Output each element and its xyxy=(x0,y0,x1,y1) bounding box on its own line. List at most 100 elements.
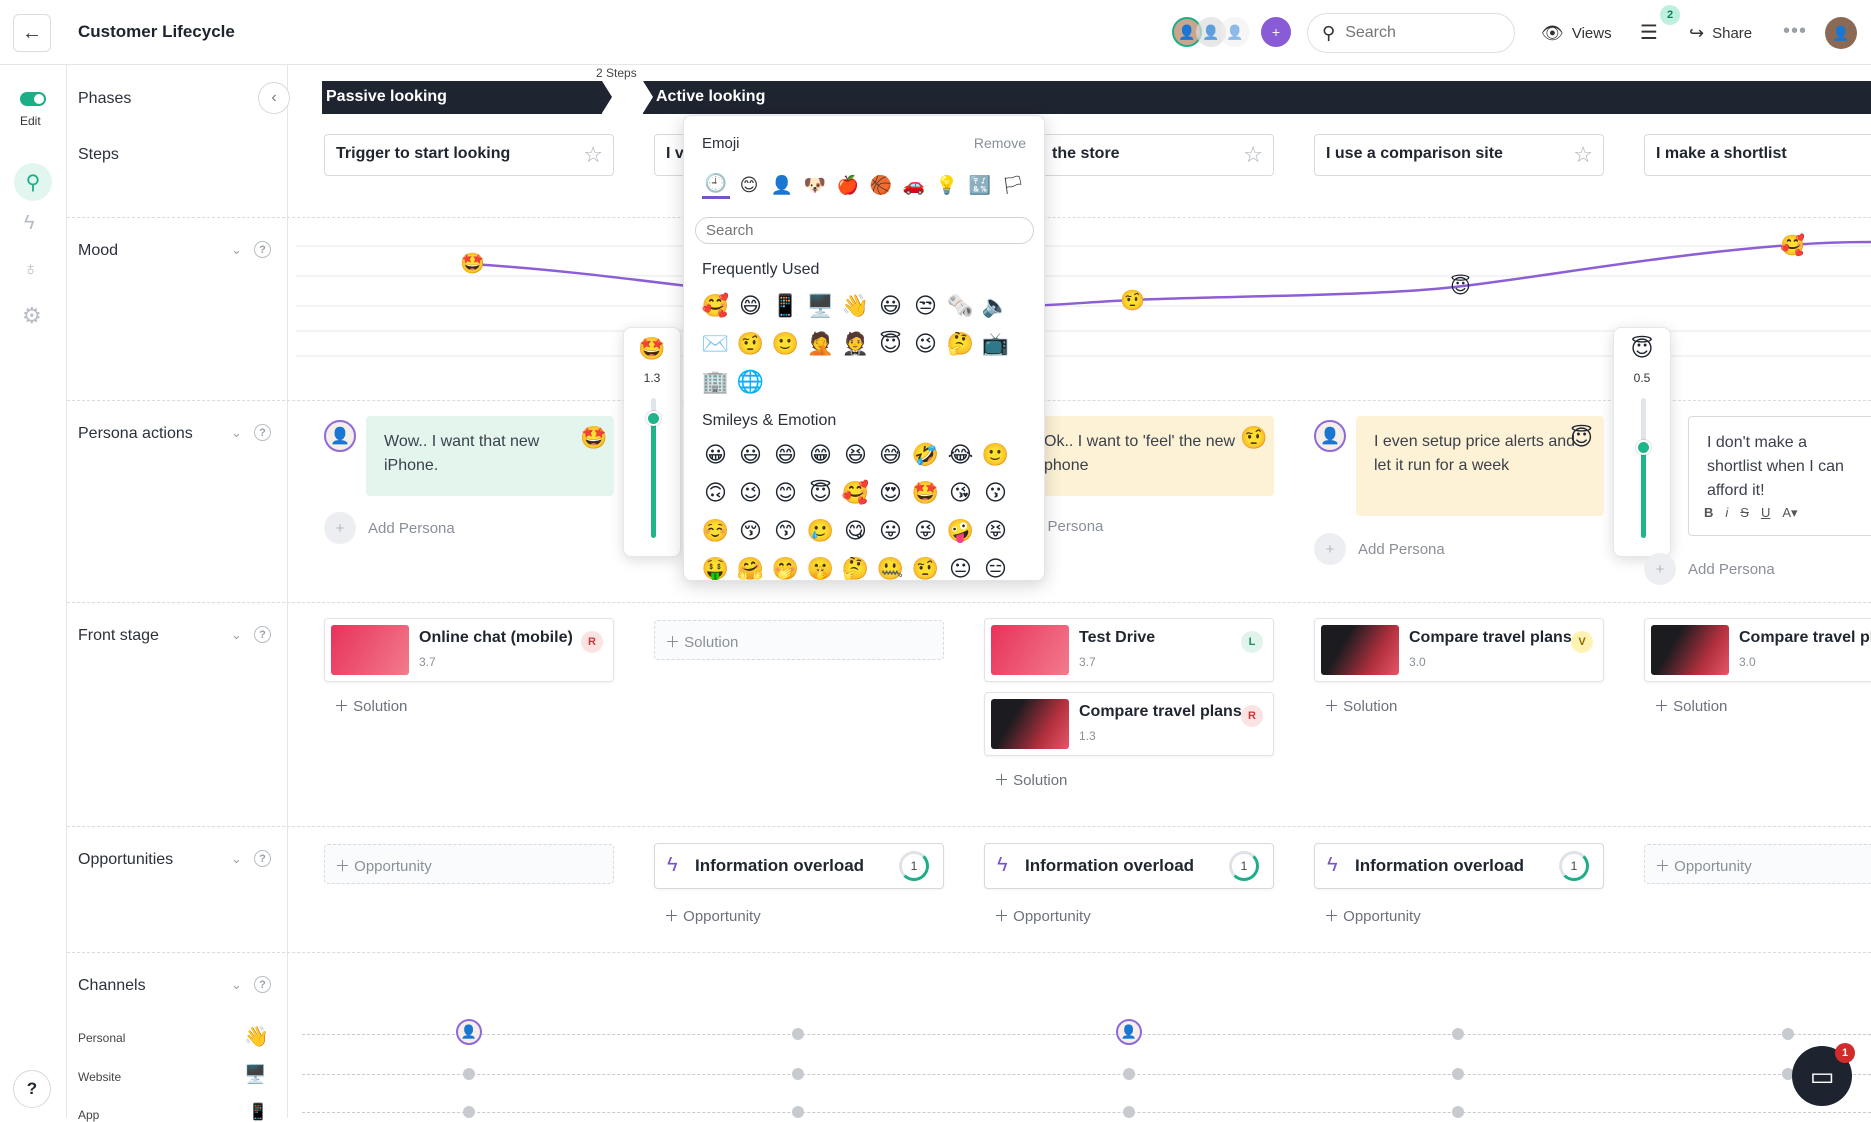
solution-card[interactable]: Test Drive 3.7 L xyxy=(984,618,1274,682)
emoji-option[interactable]: 😙 xyxy=(774,518,797,543)
emoji-option[interactable]: 🏢 xyxy=(701,369,730,394)
emoji-option[interactable]: 😑 xyxy=(984,556,1007,581)
mood-point[interactable]: 😇 xyxy=(1450,276,1471,298)
emoji-option[interactable]: 🤵 xyxy=(841,331,870,356)
emoji-option[interactable]: 😍 xyxy=(879,480,902,505)
font-size-button[interactable]: A▾ xyxy=(1782,505,1798,520)
emoji-option[interactable]: 🔈 xyxy=(981,293,1010,318)
emoji-option[interactable]: 😝 xyxy=(984,518,1007,543)
emoji-option[interactable]: 😆 xyxy=(844,442,867,467)
objects-icon[interactable]: 💡 xyxy=(935,174,959,195)
bubble-emoji[interactable]: 🤨 xyxy=(1240,425,1268,450)
underline-button[interactable]: U xyxy=(1760,505,1771,520)
emoji-option[interactable]: 😛 xyxy=(879,518,902,543)
add-persona-button[interactable]: + Add Persona xyxy=(1314,533,1445,565)
channel-touchpoint[interactable]: 👤 xyxy=(1116,1019,1142,1045)
mood-emoji[interactable]: 🤩 xyxy=(638,336,666,361)
flag-icon[interactable]: 🏳 xyxy=(1001,174,1025,195)
persona-action-editor[interactable]: I don't make a shortlist when I can affo… xyxy=(1688,416,1871,536)
emoji-option[interactable]: 🤔 xyxy=(946,331,975,356)
emoji-option[interactable]: 🤪 xyxy=(946,518,975,543)
solution-card[interactable]: Online chat (mobile) 3.7 R xyxy=(324,618,614,682)
more-options-icon[interactable]: ••• xyxy=(1783,20,1808,42)
persona-action-text[interactable]: I don't make a shortlist when I can affo… xyxy=(1707,434,1844,499)
mood-emoji[interactable]: 😇 xyxy=(1630,336,1654,361)
emoji-option[interactable]: 🤗 xyxy=(736,556,765,581)
help-icon[interactable]: ? xyxy=(254,626,271,643)
emoji-option[interactable]: 😃 xyxy=(739,442,762,467)
emoji-option[interactable]: 🌐 xyxy=(736,369,765,394)
add-solution-button[interactable]: ＋ Solution xyxy=(1324,698,1398,715)
emoji-option[interactable]: 🤨 xyxy=(911,556,940,581)
help-icon[interactable]: ? xyxy=(254,850,271,867)
channel-touchpoint[interactable] xyxy=(792,1068,804,1080)
persona-action-bubble[interactable]: Wow.. I want that new iPhone. xyxy=(366,416,614,496)
step-card[interactable]: I make a shortlist xyxy=(1644,134,1871,176)
search-box[interactable]: ⚲ xyxy=(1307,13,1515,53)
bold-button[interactable]: B xyxy=(1704,505,1714,520)
emoji-option[interactable]: 📱 xyxy=(771,293,800,318)
travel-icon[interactable]: 🚗 xyxy=(902,174,926,195)
lightning-icon[interactable]: ϟ xyxy=(24,212,35,234)
back-button[interactable]: ← xyxy=(13,14,51,52)
opportunity-card[interactable]: ϟ Information overload 1 xyxy=(984,843,1274,889)
bubble-emoji[interactable]: 🤩 xyxy=(580,425,608,450)
persona-action-bubble[interactable]: I even setup price alerts and let it run… xyxy=(1356,416,1604,516)
emoji-option[interactable]: 😜 xyxy=(914,518,937,543)
channel-touchpoint[interactable] xyxy=(792,1106,804,1118)
persona-avatar[interactable]: 👤 xyxy=(1314,420,1346,452)
star-icon[interactable]: ☆ xyxy=(1243,142,1263,167)
channel-touchpoint[interactable] xyxy=(1452,1028,1464,1040)
star-icon[interactable]: ☆ xyxy=(583,142,603,167)
channel-touchpoint[interactable] xyxy=(792,1028,804,1040)
emoji-option[interactable]: ✉️ xyxy=(701,331,730,356)
collaborator-avatars[interactable]: 👤 👤 👤 xyxy=(1172,17,1250,47)
solution-card[interactable]: Compare travel plans 1.3 R xyxy=(984,692,1274,756)
emoji-option[interactable]: 🤣 xyxy=(911,442,940,467)
emoji-option[interactable]: 😐 xyxy=(949,556,972,581)
emoji-option[interactable]: 😂 xyxy=(947,442,974,467)
step-card[interactable]: Trigger to start looking ☆ xyxy=(324,134,614,176)
add-opportunity-button[interactable]: ＋ Opportunity xyxy=(664,908,761,925)
emoji-option[interactable]: 🖥️ xyxy=(806,293,835,318)
emoji-option[interactable]: 😁 xyxy=(809,442,832,467)
persona-avatar[interactable]: 👤 xyxy=(324,420,356,452)
emoji-option[interactable]: 🗞️ xyxy=(946,293,975,318)
mood-slider-popover[interactable]: 🤩 1.3 xyxy=(623,327,681,557)
chevron-down-icon[interactable]: ⌄ xyxy=(231,627,242,642)
food-icon[interactable]: 🍎 xyxy=(836,174,860,195)
animal-icon[interactable]: 🐶 xyxy=(803,174,827,195)
help-button[interactable]: ? xyxy=(13,1070,51,1108)
person-icon[interactable]: 👤 xyxy=(770,174,794,195)
emoji-option[interactable]: 🤫 xyxy=(806,556,835,581)
help-icon[interactable]: ? xyxy=(254,241,271,258)
channel-touchpoint[interactable] xyxy=(1782,1068,1794,1080)
chevron-down-icon[interactable]: ⌄ xyxy=(231,242,242,257)
recent-icon[interactable]: 🕘 xyxy=(702,171,730,199)
mood-point[interactable]: 🤨 xyxy=(1120,290,1145,312)
solution-card[interactable]: Compare travel plans 3.0 V xyxy=(1314,618,1604,682)
share-button[interactable]: ↪ Share xyxy=(1689,23,1752,44)
emoji-search-input[interactable] xyxy=(695,217,1034,244)
emoji-option[interactable]: 🥲 xyxy=(806,518,835,543)
emoji-option[interactable]: 😗 xyxy=(984,480,1007,505)
emoji-option[interactable]: 🙂 xyxy=(981,442,1010,467)
lightbulb-icon[interactable]: ♁ xyxy=(23,258,38,280)
strikethrough-button[interactable]: S xyxy=(1740,505,1749,520)
help-icon[interactable]: ? xyxy=(254,424,271,441)
channel-touchpoint[interactable] xyxy=(463,1106,475,1118)
mood-slider-popover[interactable]: 😇 0.5 xyxy=(1613,327,1671,557)
emoji-option[interactable]: 🤑 xyxy=(701,556,730,581)
add-opportunity-button[interactable]: ＋ Opportunity xyxy=(994,908,1091,925)
emoji-option[interactable]: 🙃 xyxy=(704,480,727,505)
slider-handle[interactable] xyxy=(1636,440,1651,455)
emoji-option[interactable]: 😅 xyxy=(879,442,902,467)
emoji-option[interactable]: 🤔 xyxy=(841,556,870,581)
emoji-option[interactable]: 👋 xyxy=(841,293,870,318)
channel-touchpoint[interactable] xyxy=(1452,1106,1464,1118)
emoji-option[interactable]: 😃 xyxy=(879,293,902,318)
emoji-option[interactable]: 😇 xyxy=(809,480,832,505)
views-button[interactable]: 👁 Views xyxy=(1541,23,1612,44)
italic-button[interactable]: i xyxy=(1725,505,1729,520)
symbols-icon[interactable]: 🔣 xyxy=(968,174,992,195)
